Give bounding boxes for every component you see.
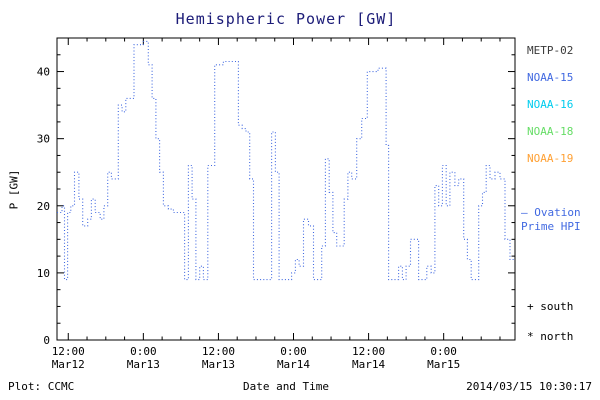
x-tick-date-label: Mar15 bbox=[427, 358, 460, 371]
plot-frame bbox=[56, 37, 516, 341]
legend-item-metp02: METP-02 bbox=[527, 44, 574, 57]
y-axis-label: P [GW] bbox=[7, 169, 21, 210]
chart-title: Hemispheric Power [GW] bbox=[175, 10, 397, 28]
x-tick-time-label: 0:00 bbox=[430, 345, 457, 358]
south-label: south bbox=[540, 300, 574, 313]
legend-item-noaa19: NOAA-19 bbox=[527, 152, 574, 165]
satellite-legend: METP-02 NOAA-15 NOAA-16 NOAA-18 NOAA-19 bbox=[527, 44, 573, 179]
x-tick-time-label: 0:00 bbox=[130, 345, 157, 358]
x-tick-date-label: Mar14 bbox=[352, 358, 385, 371]
x-tick-date-label: Mar12 bbox=[52, 358, 85, 371]
legend-item-noaa18: NOAA-18 bbox=[527, 125, 574, 138]
asterisk-marker-icon: * bbox=[527, 330, 534, 343]
y-tick-label: 0 bbox=[43, 334, 50, 347]
legend-item-noaa15: NOAA-15 bbox=[527, 71, 574, 84]
y-tick-label: 40 bbox=[37, 66, 50, 79]
ovation-legend: – Ovation Prime HPI bbox=[521, 206, 581, 234]
plot-timestamp: 2014/03/15 10:30:17 bbox=[466, 380, 592, 393]
x-tick-time-label: 0:00 bbox=[280, 345, 307, 358]
ovation-legend-line1: – Ovation bbox=[521, 206, 581, 219]
x-tick-time-label: 12:00 bbox=[202, 345, 235, 358]
hpi-step-line bbox=[57, 40, 515, 281]
x-axis-label: Date and Time bbox=[242, 380, 330, 393]
ovation-legend-line2: Prime HPI bbox=[521, 220, 581, 233]
legend-item-noaa16: NOAA-16 bbox=[527, 98, 574, 111]
y-tick-label: 20 bbox=[37, 200, 50, 213]
plus-marker-icon: + bbox=[527, 300, 534, 313]
x-tick-date-label: Mar13 bbox=[202, 358, 235, 371]
x-tick-time-label: 12:00 bbox=[52, 345, 85, 358]
y-tick-label: 30 bbox=[37, 133, 50, 146]
x-tick-date-label: Mar13 bbox=[127, 358, 160, 371]
x-tick-date-label: Mar14 bbox=[277, 358, 310, 371]
south-marker-label: + south bbox=[527, 300, 573, 313]
north-label: north bbox=[540, 330, 574, 343]
x-tick-time-label: 12:00 bbox=[352, 345, 385, 358]
y-tick-label: 10 bbox=[37, 267, 50, 280]
north-marker-label: * north bbox=[527, 330, 573, 343]
plot-source-label: Plot: CCMC bbox=[8, 380, 75, 393]
